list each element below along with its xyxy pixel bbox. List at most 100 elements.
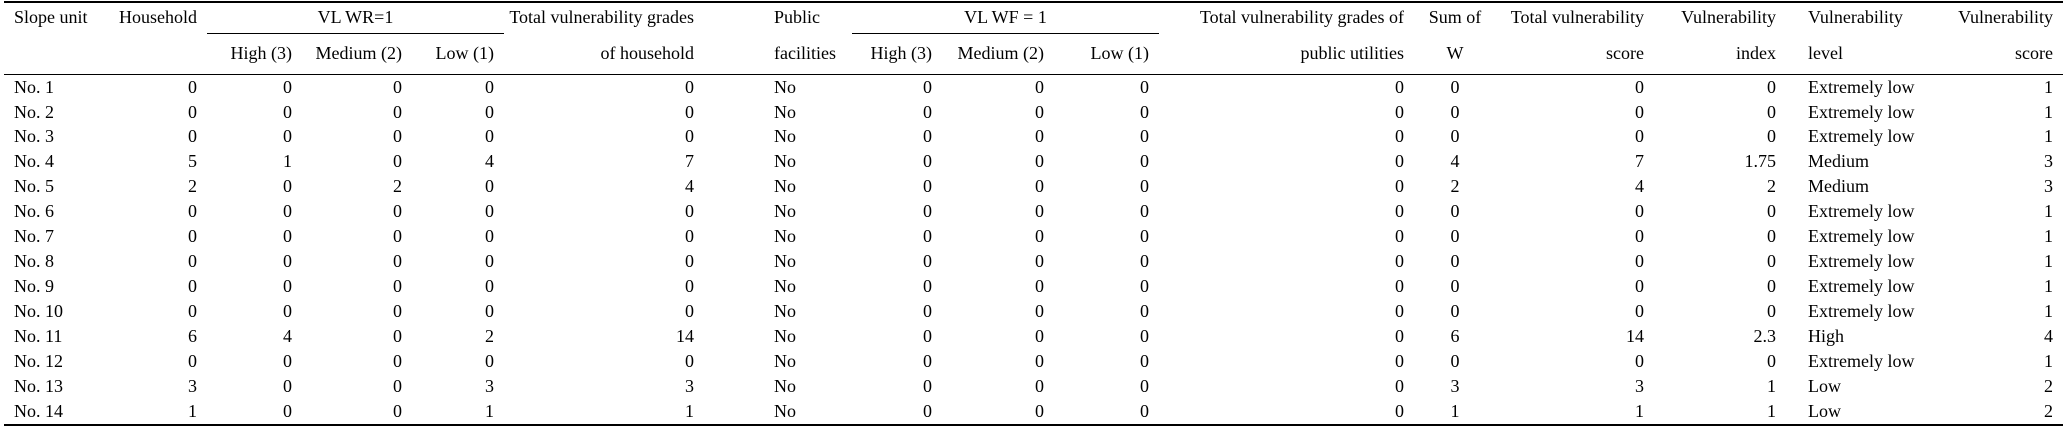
cell-sum-of-w: 0 (1450, 101, 1460, 122)
vulnerability-table: Slope unit Household VL WR=1 Total vulne… (4, 1, 2064, 427)
cell-household: 2 (188, 176, 197, 197)
cell-total-vulnerability-score: 14 (1626, 325, 1645, 346)
cell-wr-low: 0 (485, 101, 494, 122)
cell-vulnerability-index: 0 (1767, 76, 1777, 97)
cell-wr-medium: 0 (393, 375, 402, 396)
cell-public-facilities: No (774, 201, 796, 222)
cell-wr-high: 0 (283, 201, 292, 222)
cell-wr-medium: 0 (393, 350, 402, 371)
table-row: No. 1 0 0 0 0 0 No 0 0 0 0 0 0 0 Extremely low 1 (4, 75, 2063, 100)
cell-wf-high: 0 (923, 400, 932, 421)
cell-wr-low: 0 (485, 350, 494, 371)
cell-total-public-grades: 0 (1395, 375, 1405, 396)
cell-household: 6 (188, 325, 197, 346)
col-header-total-vulnerability-score-line2: score (1496, 33, 1655, 75)
cell-household: 0 (188, 350, 197, 371)
cell-total-household-grades: 4 (685, 176, 694, 197)
col-header-wr-high: High (3) (207, 33, 302, 75)
cell-sum-of-w: 3 (1450, 375, 1460, 396)
cell-wf-low: 0 (1140, 400, 1150, 421)
cell-wf-medium: 0 (1035, 400, 1044, 421)
cell-sum-of-w: 1 (1450, 400, 1460, 421)
cell-wr-low: 0 (485, 201, 494, 222)
cell-total-public-grades: 0 (1395, 151, 1405, 172)
col-header-slope-unit: Slope unit (14, 7, 88, 28)
cell-wf-high: 0 (923, 101, 932, 122)
cell-total-public-grades: 0 (1395, 325, 1405, 346)
cell-total-public-grades: 0 (1395, 276, 1405, 297)
cell-household: 0 (188, 276, 197, 297)
cell-slope-unit: No. 14 (14, 400, 63, 421)
table-row: No. 8 0 0 0 0 0 No 0 0 0 0 0 0 0 Extremely low 1 (4, 250, 2063, 275)
cell-wf-medium: 0 (1035, 101, 1044, 122)
cell-wr-high: 0 (283, 176, 292, 197)
cell-wr-medium: 0 (393, 101, 402, 122)
cell-household: 0 (188, 76, 197, 97)
cell-sum-of-w: 0 (1450, 226, 1460, 247)
cell-total-public-grades: 0 (1395, 251, 1405, 272)
cell-wf-medium: 0 (1035, 301, 1044, 321)
cell-sum-of-w: 0 (1450, 301, 1460, 321)
header-row-1: Slope unit Household VL WR=1 Total vulne… (4, 2, 2063, 34)
col-header-wr-low: Low (1) (412, 33, 504, 75)
cell-vulnerability-index: 0 (1767, 276, 1777, 297)
cell-wf-medium: 0 (1035, 226, 1044, 247)
cell-vulnerability-level: Extremely low (1808, 350, 1915, 371)
table-row: No. 7 0 0 0 0 0 No 0 0 0 0 0 0 0 Extremely low 1 (4, 225, 2063, 250)
cell-total-household-grades: 0 (685, 226, 694, 247)
cell-vulnerability-score: 1 (2044, 126, 2054, 147)
col-header-public-facilities-line1: Public (774, 7, 821, 28)
col-header-total-household-grades-line1: Total vulnerability grades (509, 7, 694, 28)
cell-vulnerability-index: 2 (1767, 176, 1777, 197)
cell-sum-of-w: 4 (1450, 151, 1460, 172)
cell-slope-unit: No. 5 (14, 176, 54, 197)
cell-wf-high: 0 (923, 226, 932, 247)
cell-wr-medium: 0 (393, 276, 402, 297)
cell-wf-high: 0 (923, 251, 932, 272)
cell-wf-low: 0 (1140, 151, 1150, 172)
cell-total-vulnerability-score: 0 (1635, 350, 1645, 371)
cell-wr-high: 0 (283, 276, 292, 297)
cell-vulnerability-level: Low (1808, 375, 1842, 396)
cell-total-vulnerability-score: 0 (1635, 126, 1645, 147)
cell-public-facilities: No (774, 350, 796, 371)
cell-sum-of-w: 0 (1450, 350, 1460, 371)
cell-vulnerability-index: 1.75 (1744, 151, 1777, 172)
cell-vulnerability-index: 0 (1767, 301, 1777, 321)
col-header-vulnerability-level-line1: Vulnerability (1808, 7, 1903, 28)
cell-total-vulnerability-score: 0 (1635, 301, 1645, 321)
col-header-wr-medium: Medium (2) (302, 33, 412, 75)
cell-total-public-grades: 0 (1395, 176, 1405, 197)
cell-wf-low: 0 (1140, 350, 1150, 371)
cell-vulnerability-score: 3 (2044, 151, 2054, 172)
cell-wf-medium: 0 (1035, 151, 1044, 172)
cell-slope-unit: No. 2 (14, 101, 54, 122)
cell-total-household-grades: 0 (685, 301, 694, 321)
cell-wr-low: 0 (485, 301, 494, 321)
cell-total-vulnerability-score: 0 (1635, 76, 1645, 97)
cell-wr-high: 0 (283, 76, 292, 97)
cell-wr-medium: 0 (393, 201, 402, 222)
cell-vulnerability-level: Extremely low (1808, 276, 1915, 297)
cell-wr-high: 4 (283, 325, 292, 346)
cell-vulnerability-score: 3 (2044, 176, 2054, 197)
cell-public-facilities: No (774, 276, 796, 297)
cell-vulnerability-level: Medium (1808, 176, 1870, 197)
cell-wf-medium: 0 (1035, 276, 1044, 297)
cell-household: 3 (188, 375, 197, 396)
cell-total-public-grades: 0 (1395, 201, 1405, 222)
cell-wr-medium: 2 (393, 176, 402, 197)
cell-wf-high: 0 (923, 350, 932, 371)
col-group-vl-wf: VL WF = 1 (852, 2, 1160, 34)
cell-slope-unit: No. 10 (14, 301, 63, 321)
cell-vulnerability-level: Extremely low (1808, 201, 1915, 222)
table-row: No. 2 0 0 0 0 0 No 0 0 0 0 0 0 0 Extremely low 1 (4, 100, 2063, 125)
cell-total-vulnerability-score: 0 (1635, 101, 1645, 122)
cell-vulnerability-score: 1 (2044, 350, 2054, 371)
cell-vulnerability-level: Low (1808, 400, 1842, 421)
cell-total-household-grades: 14 (676, 325, 694, 346)
cell-sum-of-w: 2 (1450, 176, 1460, 197)
cell-total-household-grades: 0 (685, 350, 694, 371)
col-header-total-vulnerability-score-line1: Total vulnerability (1510, 7, 1645, 28)
cell-public-facilities: No (774, 325, 796, 346)
